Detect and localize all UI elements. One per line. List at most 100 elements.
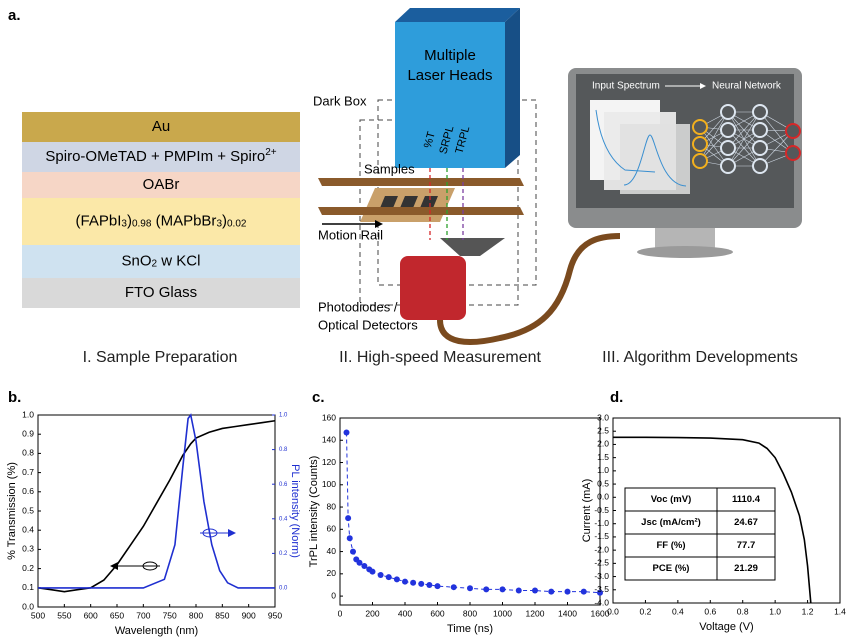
y-tick-label: 0.9 [22, 428, 34, 438]
table-text: 77.7 [737, 540, 756, 551]
y-tick-label: 2.0 [597, 439, 609, 449]
y-tick-label: 100 [322, 479, 336, 489]
layer-label-part: 2+ [265, 147, 277, 158]
x-tick-label: 0.6 [704, 606, 716, 616]
layer-label: (FAPbI3)0.98 (MAPbBr3)0.02 [76, 212, 247, 229]
sample [380, 196, 398, 208]
input-label: Input Spectrum [592, 81, 660, 92]
network-edge [699, 111, 729, 162]
series-line [38, 413, 275, 589]
y-tick-label: 0.1 [22, 582, 34, 592]
layer [22, 112, 300, 142]
table-text: PCE (%) [653, 563, 690, 574]
layer-label-part: ) [127, 212, 132, 229]
x-axis-label: Time (ns) [447, 623, 493, 635]
y-tick-label: -0.5 [594, 505, 609, 515]
y-axis-label: Current (mA) [581, 479, 593, 543]
network-label: Neural Network [712, 81, 782, 92]
laser-front [395, 22, 505, 168]
data-point [356, 559, 363, 566]
y-tick-label: 0 [331, 590, 336, 600]
x-tick-label: 850 [215, 610, 229, 620]
detector [400, 238, 505, 320]
x-tick-label: 600 [430, 608, 444, 618]
layer-label-part: SnO [122, 252, 152, 269]
network-node [720, 158, 736, 174]
layer-label-part: Spiro-OMeTAD + PMPIm + Spiro [45, 148, 265, 165]
y-tick-label: 1.5 [597, 452, 609, 462]
cable [437, 233, 621, 345]
detector-label: Optical Detectors [318, 317, 418, 332]
network-node [752, 158, 768, 174]
dark-box-label: Dark Box [313, 93, 367, 108]
y-tick-label: 1.0 [22, 409, 34, 419]
network-edge [759, 130, 794, 167]
network-node [692, 153, 708, 169]
data-point [402, 578, 408, 585]
y2-axis-label: PL intensity (Norm) [289, 464, 301, 558]
x-tick-label: 1400 [558, 608, 577, 618]
x-tick-label: 650 [110, 610, 124, 620]
series-line [613, 436, 812, 604]
table-cell [716, 556, 776, 581]
y-tick-label: 0.0 [597, 492, 609, 502]
network-node [752, 122, 768, 138]
table-text: Jsc (mA/cm²) [641, 517, 701, 528]
data-point [361, 563, 368, 570]
x-tick-label: 0 [338, 608, 343, 618]
laser-top [395, 8, 520, 22]
y-tick-label: -3.5 [594, 584, 609, 594]
layer [22, 198, 300, 245]
y2-tick-label: 0.0 [279, 586, 288, 592]
data-point [580, 588, 587, 595]
x-tick-label: 0.8 [737, 606, 749, 616]
y-tick-label: 2.5 [597, 425, 609, 435]
y2-tick-label: 0.8 [279, 447, 288, 453]
network-edge [727, 111, 761, 149]
y-tick-label: 140 [322, 435, 336, 445]
y-tick-label: 0.5 [22, 505, 34, 515]
data-point [343, 429, 350, 436]
rail-top [318, 178, 524, 186]
data-point [467, 585, 473, 592]
y2-tick-label: 0.4 [279, 516, 288, 522]
samples-label: Samples [364, 161, 415, 176]
y-tick-label: -1.5 [594, 531, 609, 541]
x-tick-label: 0.2 [640, 606, 652, 616]
layer-label: SnO2 w KCl [122, 252, 201, 269]
layer-label-part: 3 [121, 219, 127, 230]
network-node [720, 104, 736, 120]
data-point [450, 584, 457, 591]
y-tick-label: 0.5 [597, 478, 609, 488]
x-tick-label: 1.0 [769, 606, 781, 616]
x-axis-label: Wavelength (nm) [115, 625, 198, 637]
network-node [785, 145, 801, 161]
screen-arrowhead [700, 83, 706, 89]
beam-label: %T [422, 130, 438, 149]
y-tick-label: 0.3 [22, 544, 34, 554]
table-text: FF (%) [656, 540, 685, 551]
y-tick-label: 60 [327, 524, 337, 534]
y-tick-label: 0.8 [22, 448, 34, 458]
plot-frame [37, 414, 276, 608]
y-tick-label: 0.0 [22, 601, 34, 611]
y-axis-label: TrPL intensity (Counts) [308, 456, 320, 568]
network-node [785, 123, 801, 139]
network-edge [759, 111, 794, 154]
x-tick-label: 800 [463, 608, 477, 618]
data-point [483, 586, 490, 593]
x-tick-label: 0.4 [672, 606, 684, 616]
indicator-arrowhead [110, 562, 118, 570]
data-point [377, 571, 384, 578]
layer-label-part: OABr [143, 176, 180, 193]
x-tick-label: 950 [268, 610, 282, 620]
layer [22, 172, 300, 198]
screen-curve [623, 134, 687, 187]
rail-bottom [318, 207, 524, 215]
table-text: 1110.4 [732, 494, 761, 505]
laser-label: Laser Heads [407, 67, 492, 84]
layer-label-part: ) [222, 212, 227, 229]
axis-arrows [110, 528, 236, 571]
network-node [752, 104, 768, 120]
y-tick-label: -1.0 [594, 518, 609, 528]
